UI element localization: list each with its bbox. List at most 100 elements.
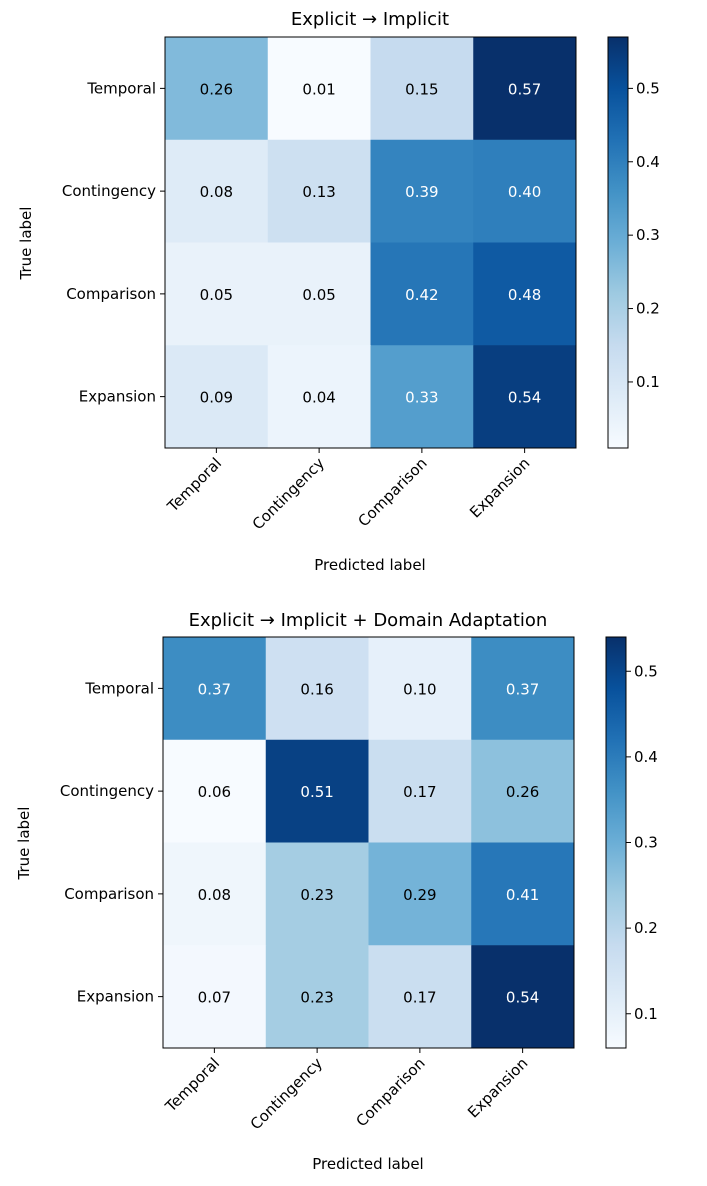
cell-value-label: 0.05 bbox=[200, 286, 233, 304]
x-tick-label: Comparison bbox=[352, 1054, 428, 1130]
cell-value-label: 0.17 bbox=[403, 783, 436, 801]
heatmap-cell bbox=[163, 739, 267, 843]
colorbar-ticks: 0.1 0.2 0.3 0.4 0.5 bbox=[626, 662, 658, 1023]
heatmap-cell bbox=[265, 637, 369, 741]
y-tick-label: Contingency bbox=[62, 182, 156, 200]
cell-value-label: 0.40 bbox=[508, 183, 541, 201]
cell-value-label: 0.37 bbox=[506, 680, 539, 698]
heatmap-cells: 0.37 0.16 0.10 0.37 0.06 0.51 0.17 0.26 0.08 0.23… bbox=[163, 637, 575, 1049]
cell-value-label: 0.17 bbox=[403, 989, 436, 1007]
x-tick-label: Comparison bbox=[354, 454, 430, 530]
y-axis-label: True label bbox=[15, 807, 33, 881]
cell-value-label: 0.51 bbox=[300, 783, 333, 801]
heatmap-cell bbox=[165, 139, 269, 243]
plot-frame bbox=[164, 36, 577, 449]
heatmap-cell bbox=[370, 242, 474, 346]
chart-title: Explicit → Implicit bbox=[291, 9, 449, 30]
y-tick-label: Contingency bbox=[60, 782, 154, 800]
heatmap-cell bbox=[471, 842, 575, 946]
colorbar bbox=[607, 36, 629, 449]
colorbar bbox=[605, 636, 627, 1049]
y-tick-label: Comparison bbox=[64, 885, 154, 903]
cell-value-label: 0.33 bbox=[405, 389, 438, 407]
colorbar-tick-label: 0.1 bbox=[634, 1005, 658, 1023]
heatmap-cell bbox=[473, 345, 577, 449]
x-tick-label: Expansion bbox=[464, 1054, 531, 1121]
heatmap-cell bbox=[163, 637, 267, 741]
cell-value-label: 0.13 bbox=[302, 183, 335, 201]
y-tick-labels: Temporal Contingency Comparison Expansion bbox=[62, 79, 165, 406]
heatmap-cell bbox=[265, 842, 369, 946]
x-tick-label: Temporal bbox=[161, 1054, 223, 1116]
heatmap-cell bbox=[267, 139, 371, 243]
colorbar-tick-label: 0.2 bbox=[634, 919, 658, 937]
heatmap-cell bbox=[471, 945, 575, 1049]
y-tick-label: Expansion bbox=[79, 388, 156, 406]
colorbar-tick-label: 0.5 bbox=[636, 79, 660, 97]
x-tick-labels: Temporal Contingency Comparison Expansion bbox=[161, 1048, 531, 1133]
cell-value-label: 0.39 bbox=[405, 183, 438, 201]
x-tick-label: Contingency bbox=[247, 1054, 326, 1133]
cell-value-label: 0.54 bbox=[506, 989, 539, 1007]
y-tick-label: Comparison bbox=[66, 285, 156, 303]
y-tick-labels: Temporal Contingency Comparison Expansion bbox=[60, 679, 163, 1006]
cell-value-label: 0.57 bbox=[508, 80, 541, 98]
heatmap-cell bbox=[370, 37, 474, 141]
x-tick-labels: Temporal Contingency Comparison Expansion bbox=[163, 448, 533, 533]
heatmap-cell bbox=[370, 345, 474, 449]
heatmap-cell bbox=[163, 842, 267, 946]
colorbar-ticks: 0.1 0.2 0.3 0.4 0.5 bbox=[628, 79, 660, 391]
colorbar-tick-label: 0.4 bbox=[636, 153, 660, 171]
x-tick-label: Contingency bbox=[249, 454, 328, 533]
x-tick-label: Expansion bbox=[466, 454, 533, 521]
cell-value-label: 0.04 bbox=[302, 389, 335, 407]
cell-value-label: 0.15 bbox=[405, 80, 438, 98]
heatmap-cell bbox=[267, 37, 371, 141]
heatmap-cells: 0.26 0.01 0.15 0.57 0.08 0.13 0.39 0.40 0.05 0.05… bbox=[165, 37, 577, 449]
heatmap-cell bbox=[370, 139, 474, 243]
cell-value-label: 0.42 bbox=[405, 286, 438, 304]
heatmap-cell bbox=[165, 242, 269, 346]
cell-value-label: 0.05 bbox=[302, 286, 335, 304]
colorbar-tick-label: 0.5 bbox=[634, 662, 658, 680]
heatmap-cell bbox=[368, 637, 472, 741]
x-axis-label: Predicted label bbox=[314, 556, 425, 574]
heatmap-panel-1: Explicit → Implicit 0.26 0.01 0.15 0.57 0.08… bbox=[17, 9, 660, 574]
cell-value-label: 0.54 bbox=[508, 389, 541, 407]
cell-value-label: 0.48 bbox=[508, 286, 541, 304]
heatmap-cell bbox=[368, 739, 472, 843]
heatmap-cell bbox=[473, 139, 577, 243]
cell-value-label: 0.16 bbox=[300, 680, 333, 698]
heatmap-cell bbox=[368, 842, 472, 946]
heatmap-cell bbox=[473, 242, 577, 346]
colorbar-tick-label: 0.1 bbox=[636, 373, 660, 391]
cell-value-label: 0.06 bbox=[198, 783, 231, 801]
cell-value-label: 0.41 bbox=[506, 886, 539, 904]
heatmap-cell bbox=[473, 37, 577, 141]
cell-value-label: 0.10 bbox=[403, 680, 436, 698]
colorbar-tick-label: 0.4 bbox=[634, 748, 658, 766]
y-tick-label: Temporal bbox=[84, 679, 154, 697]
chart-title: Explicit → Implicit + Domain Adaptation bbox=[189, 610, 548, 631]
heatmap-cell bbox=[265, 739, 369, 843]
heatmap-cell bbox=[368, 945, 472, 1049]
cell-value-label: 0.23 bbox=[300, 886, 333, 904]
cell-value-label: 0.07 bbox=[198, 989, 231, 1007]
x-axis-label: Predicted label bbox=[312, 1155, 423, 1173]
heatmap-cell bbox=[265, 945, 369, 1049]
cell-value-label: 0.09 bbox=[200, 389, 233, 407]
heatmap-cell bbox=[165, 345, 269, 449]
y-tick-label: Expansion bbox=[77, 988, 154, 1006]
cell-value-label: 0.26 bbox=[200, 80, 233, 98]
heatmap-cell bbox=[165, 37, 269, 141]
cell-value-label: 0.26 bbox=[506, 783, 539, 801]
heatmap-cell bbox=[471, 637, 575, 741]
heatmap-cell bbox=[471, 739, 575, 843]
plot-frame bbox=[162, 636, 575, 1049]
cell-value-label: 0.01 bbox=[302, 80, 335, 98]
heatmap-cell bbox=[267, 242, 371, 346]
colorbar-tick-label: 0.3 bbox=[636, 226, 660, 244]
y-axis-label: True label bbox=[17, 207, 35, 281]
heatmap-panel-2: Explicit → Implicit + Domain Adaptation … bbox=[15, 610, 658, 1173]
